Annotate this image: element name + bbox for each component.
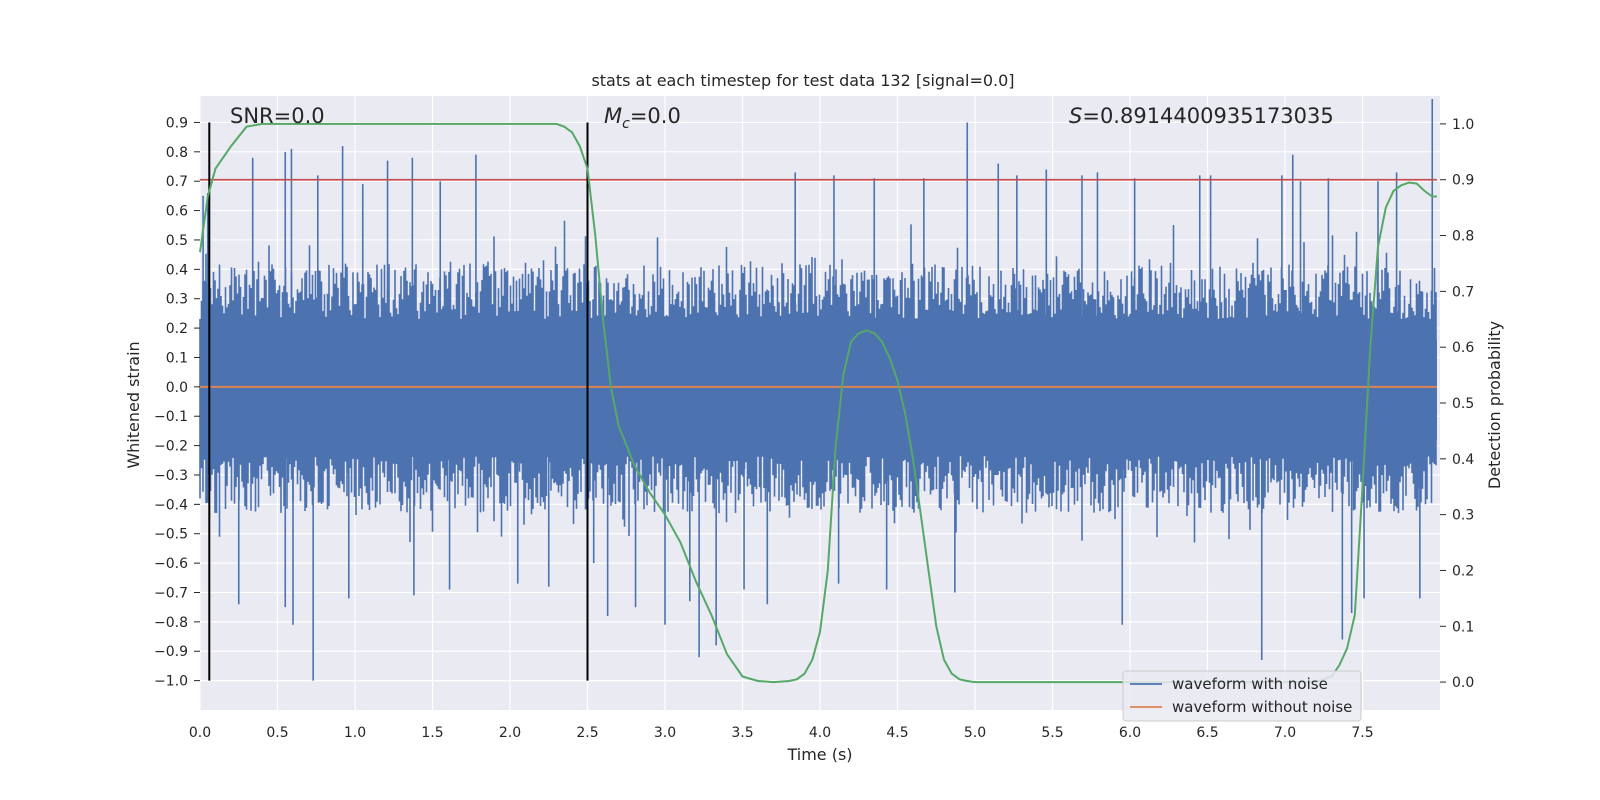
x-tick-label: 6.5: [1196, 725, 1218, 741]
x-tick-label: 4.5: [886, 725, 908, 741]
noisy-waveform-core: [200, 339, 1437, 440]
snr-annotation: SNR=0.0: [230, 104, 325, 128]
y-tick-label: −0.2: [154, 439, 188, 455]
y-right-tick-label: 0.3: [1452, 508, 1474, 524]
chirp-mass-annotation: Mc=0.0: [604, 104, 681, 132]
series-layer: [199, 122, 1437, 684]
y-tick-label: −0.6: [154, 556, 188, 572]
y-tick-label: 0.0: [166, 380, 188, 396]
y-tick-label: −0.1: [154, 409, 188, 425]
noise-band-layer: [199, 98, 1437, 681]
x-tick-label: 0.5: [266, 725, 288, 741]
y-tick-label: 0.2: [166, 321, 188, 337]
x-axis-label: Time (s): [786, 745, 852, 764]
y-tick-label: −0.9: [154, 644, 188, 660]
y-tick-label: −0.3: [154, 468, 188, 484]
y-tick-label: 0.7: [166, 174, 188, 190]
y-tick-label: 0.4: [166, 262, 188, 278]
x-tick-label: 5.5: [1041, 725, 1063, 741]
chirp-mass-value: =0.0: [630, 104, 681, 128]
y-right-tick-label: 0.1: [1452, 619, 1474, 635]
y-tick-label: 0.1: [166, 350, 188, 366]
x-tick-label: 1.5: [421, 725, 443, 741]
x-tick-label: 1.0: [344, 725, 366, 741]
y-axis-label: Whitened strain: [124, 341, 143, 468]
score-value: =0.8914400935173035: [1082, 104, 1333, 128]
detection-probability-line: [199, 122, 1437, 684]
y-tick-label: −0.4: [154, 497, 188, 513]
y-tick-label: −0.7: [154, 585, 188, 601]
x-tick-label: 3.5: [731, 725, 753, 741]
y-tick-label: 0.5: [166, 233, 188, 249]
legend-label-clean: waveform without noise: [1172, 698, 1352, 716]
y-right-tick-label: 1.0: [1452, 117, 1474, 133]
chart-title: stats at each timestep for test data 132…: [591, 71, 1014, 90]
y-right-tick-label: 0.4: [1452, 452, 1474, 468]
y-right-tick-label: 0.6: [1452, 340, 1474, 356]
y-tick-label: 0.8: [166, 145, 188, 161]
y-right-tick-label: 0.2: [1452, 563, 1474, 579]
legend-box: [1122, 670, 1362, 722]
x-tick-label: 2.0: [499, 725, 521, 741]
y-tick-label: −1.0: [154, 674, 188, 690]
y-tick-label: 0.9: [166, 115, 188, 131]
y-tick-label: −0.8: [154, 615, 188, 631]
y-right-tick-label: 0.9: [1452, 173, 1474, 189]
y-right-axis-label: Detection probability: [1485, 321, 1504, 489]
legend: waveform with noise waveform without noi…: [1122, 670, 1362, 722]
y-right-axis-ticks: 1.0 0.9 0.8 0.7 0.6 0.5 0.4 0.3 0.2 0.1 0.0: [1440, 117, 1474, 691]
x-tick-label: 7.5: [1351, 725, 1373, 741]
chirp-mass-symbol: M: [604, 104, 622, 128]
y-right-tick-label: 0.7: [1452, 284, 1474, 300]
y-right-tick-label: 0.0: [1452, 675, 1474, 691]
score-symbol: S: [1069, 104, 1082, 128]
x-tick-label: 6.0: [1119, 725, 1141, 741]
x-tick-label: 7.0: [1274, 725, 1296, 741]
chirp-mass-subscript: c: [622, 116, 630, 132]
x-axis-ticks: 0.0 0.5 1.0 1.5 2.0 2.5 3.0 3.5 4.0 4.5 5.0 5.5 6.0 6…: [189, 725, 1374, 741]
y-axis-ticks: 0.9 0.8 0.7 0.6 0.5 0.4 0.3 0.2 0.1 0.0 −0.1 −0.2 −0…: [154, 115, 200, 690]
score-annotation: S=0.8914400935173035: [1069, 104, 1334, 128]
y-right-tick-label: 0.5: [1452, 396, 1474, 412]
y-right-tick-label: 0.8: [1452, 229, 1474, 245]
x-tick-label: 4.0: [809, 725, 831, 741]
x-tick-label: 5.0: [964, 725, 986, 741]
x-tick-label: 3.0: [654, 725, 676, 741]
x-tick-label: 2.5: [576, 725, 598, 741]
y-tick-label: 0.6: [166, 204, 188, 220]
y-tick-label: −0.5: [154, 527, 188, 543]
y-tick-label: 0.3: [166, 292, 188, 308]
x-tick-label: 0.0: [189, 725, 211, 741]
legend-label-noisy: waveform with noise: [1172, 675, 1328, 693]
